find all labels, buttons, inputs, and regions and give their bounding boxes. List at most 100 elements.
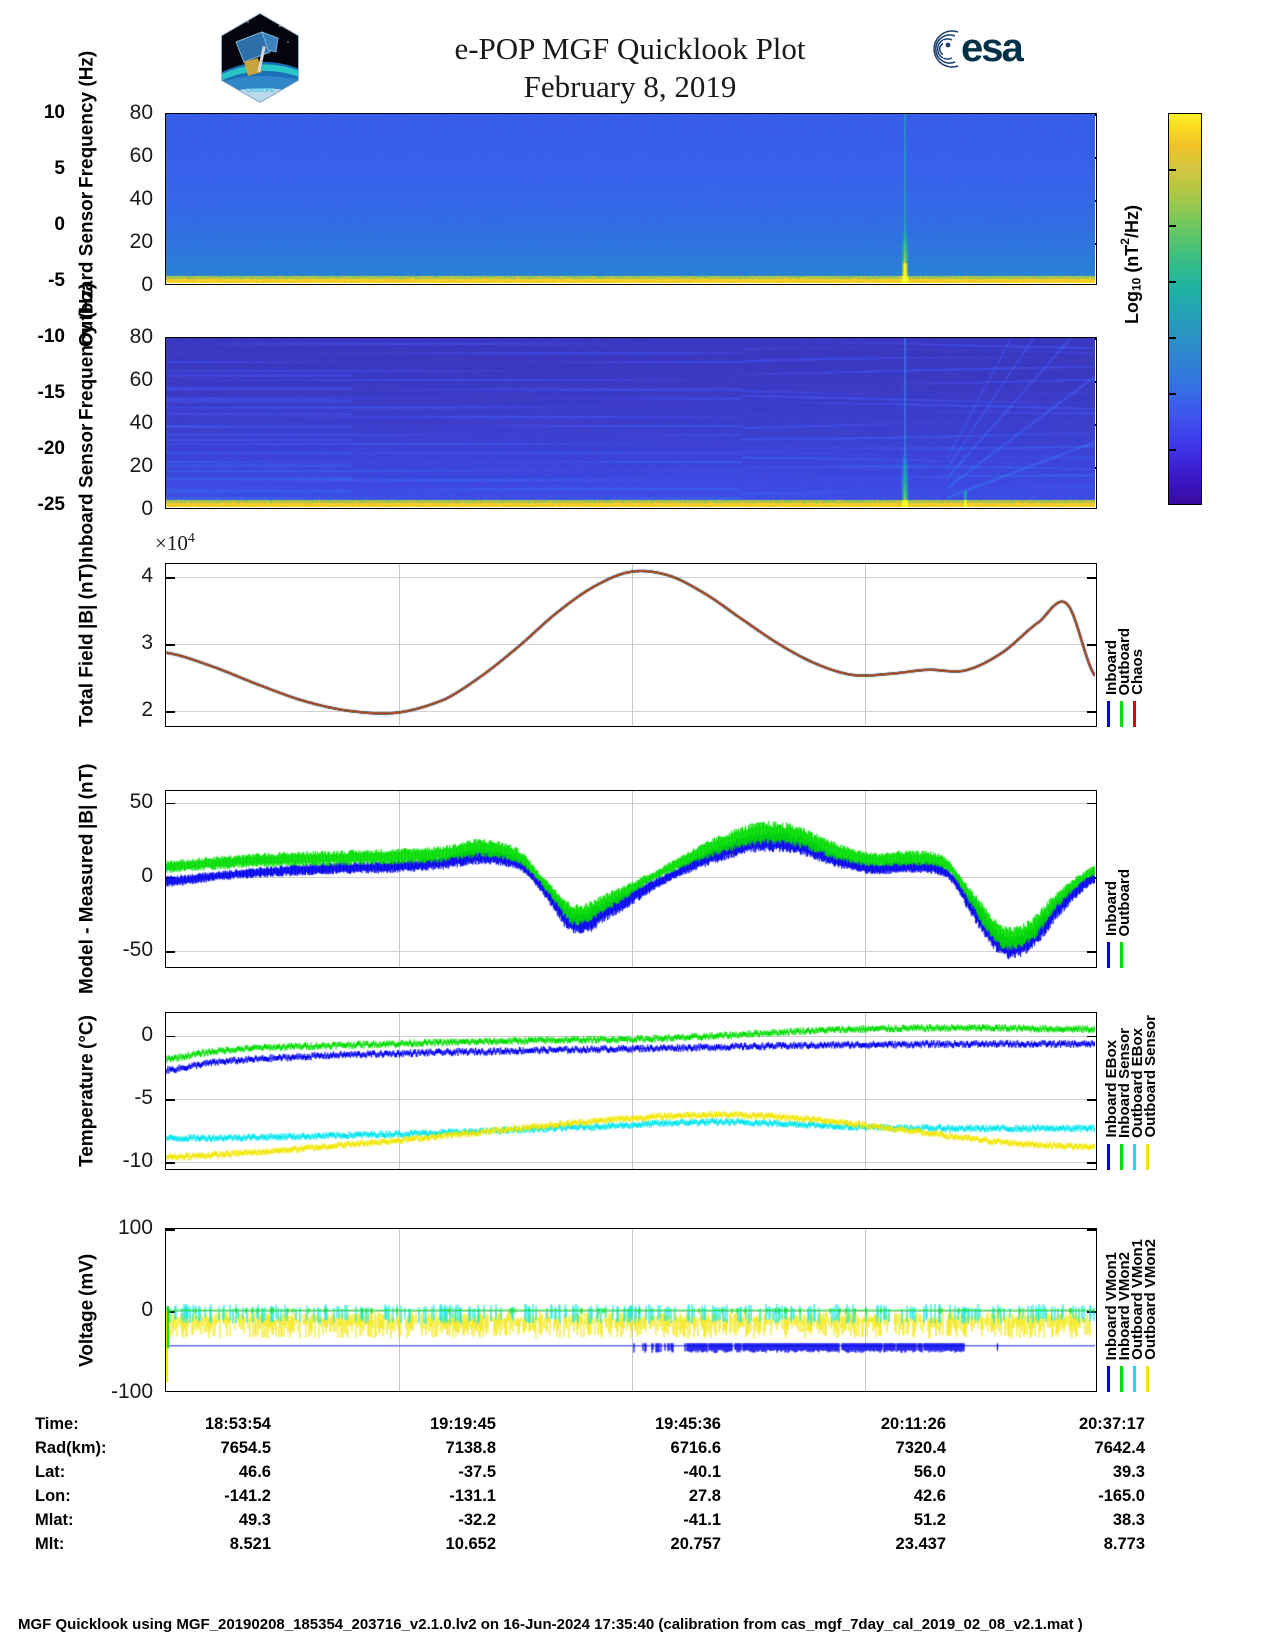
ephemeris-cell: -41.1	[683, 1510, 721, 1529]
colorbar-tickmark	[1168, 169, 1176, 171]
colorbar-tickmark	[1168, 281, 1176, 283]
legend-swatch-outboard-vmon2	[1146, 1366, 1149, 1392]
legend-temperature: Inboard EBox Inboard Sensor Outboard EBox O…	[1103, 1012, 1181, 1170]
ephemeris-cell: 7320.4	[895, 1438, 946, 1457]
colorbar-tick--15: -15	[37, 382, 65, 403]
ephemeris-cell: 20.757	[670, 1534, 721, 1553]
axes-model-minus-measured	[165, 790, 1097, 968]
ephemeris-cell: 51.2	[913, 1510, 946, 1529]
ylabel-line1: Inboard Sensor	[76, 423, 98, 564]
ephemeris-cell: 42.6	[913, 1486, 946, 1505]
ephemeris-cell: 56.0	[913, 1462, 946, 1481]
ytick-inboard-spectrogram-60: 60	[129, 368, 153, 391]
ephemeris-table-grid: Time: 18:53:54 19:19:45 19:45:36 20:11:26 20:…	[35, 1412, 1145, 1556]
legend-swatch-inboard-ebox	[1107, 1144, 1110, 1170]
ephemeris-row-label: Lat:	[35, 1462, 66, 1481]
ylabel-line2: (mV)	[76, 1253, 98, 1296]
ephemeris-cell: -141.2	[224, 1486, 271, 1505]
esa-wordmark: esa	[961, 26, 1024, 70]
legend-swatch-chaos	[1133, 701, 1136, 727]
ephemeris-cell: 7642.4	[1094, 1438, 1145, 1457]
ephemeris-cell: 7138.8	[445, 1438, 496, 1457]
ephemeris-cell: -32.2	[458, 1510, 496, 1529]
axes-temperature	[165, 1012, 1097, 1170]
ephemeris-row-label: Rad(km):	[35, 1438, 107, 1457]
legend-swatch-inboard-sensor	[1120, 1144, 1123, 1170]
ephemeris-cell: 10.652	[445, 1534, 496, 1553]
plot-canvas-inboard-spectrogram	[166, 338, 1095, 507]
legend-label-outboard: Outboard	[1116, 868, 1133, 937]
ephemeris-cell: -40.1	[683, 1462, 721, 1481]
axes-total-field	[165, 563, 1097, 727]
colorbar-tick--10: -10	[37, 326, 65, 347]
ephemeris-cell: 6716.6	[670, 1438, 721, 1457]
esa-agency-logo: esa	[925, 26, 1043, 70]
plot-canvas-total-field	[166, 564, 1095, 725]
ytick-total-field-2: 2	[141, 698, 153, 722]
ephemeris-cell: 39.3	[1112, 1462, 1145, 1481]
footer-provenance-text: MGF Quicklook using MGF_20190208_185354_…	[18, 1616, 1083, 1633]
ephemeris-cell: 19:45:36	[654, 1414, 721, 1433]
ephemeris-row-label: Mlt:	[35, 1534, 65, 1553]
colorbar-tickmark	[1168, 393, 1176, 395]
ytick-temperature--5: -5	[134, 1085, 153, 1109]
colorbar-tick--5: -5	[48, 270, 65, 291]
ephemeris-cell: 18:53:54	[204, 1414, 271, 1433]
plot-canvas-outboard-spectrogram	[166, 114, 1095, 283]
colorbar-tick--25: -25	[37, 494, 65, 515]
legend-swatch-outboard-ebox	[1133, 1144, 1136, 1170]
ephemeris-row-radkm: Rad(km): 7654.5 7138.8 6716.6 7320.4 7642.4	[35, 1436, 1145, 1460]
colorbar-tick-0: 0	[54, 214, 65, 235]
legend-total-field: Inboard Outboard Chaos	[1103, 563, 1181, 727]
legend-swatch-inboard-vmon1	[1107, 1366, 1110, 1392]
ephemeris-row-mlat: Mlat: 49.3 -32.2 -41.1 51.2 38.3	[35, 1508, 1145, 1532]
plot-canvas-temperature	[166, 1013, 1095, 1168]
ephemeris-cell: 19:19:45	[429, 1414, 496, 1433]
colorbar	[1168, 113, 1202, 505]
colorbar-tick--20: -20	[37, 438, 65, 459]
plot-canvas-model-minus-measured	[166, 791, 1095, 966]
ephemeris-row-lat: Lat: 46.6 -37.5 -40.1 56.0 39.3	[35, 1460, 1145, 1484]
ytick-voltage-0: 0	[141, 1298, 153, 1321]
colorbar-tick-5: 5	[54, 158, 65, 179]
plot-canvas-voltage	[166, 1229, 1095, 1390]
ephemeris-row-label: Mlat:	[35, 1510, 74, 1529]
legend-swatch-inboard	[1107, 942, 1110, 968]
ytick-total-field-4: 4	[141, 564, 153, 588]
axes-outboard-spectrogram	[165, 113, 1097, 285]
ephemeris-cell: -131.1	[449, 1486, 496, 1505]
ephemeris-row-time: Time: 18:53:54 19:19:45 19:45:36 20:11:26 20:…	[35, 1412, 1145, 1436]
ytick-inboard-spectrogram-80: 80	[129, 325, 153, 348]
legend-swatch-inboard	[1107, 701, 1110, 727]
ytick-outboard-spectrogram-0: 0	[141, 273, 153, 296]
yaxis-exponent-label: ×104	[155, 531, 195, 556]
ytick-total-field-3: 3	[141, 631, 153, 655]
legend-swatch-outboard-vmon1	[1133, 1366, 1136, 1392]
ephemeris-cell: 27.8	[688, 1486, 721, 1505]
legend-swatch-outboard-sensor	[1146, 1144, 1149, 1170]
ytick-model-minus-measured--50: -50	[122, 938, 153, 962]
ephemeris-table: Time: 18:53:54 19:19:45 19:45:36 20:11:26 20:…	[35, 1412, 1145, 1556]
colorbar-tick-10: 10	[43, 102, 65, 123]
esa-swirl-icon	[933, 30, 959, 68]
legend-label-outboard-sensor: Outboard Sensor	[1142, 1015, 1159, 1138]
ephemeris-row-lon: Lon: -141.2 -131.1 27.8 42.6 -165.0	[35, 1484, 1145, 1508]
title-line-2: February 8, 2019	[523, 68, 737, 104]
legend-swatch-outboard	[1120, 701, 1123, 727]
ephemeris-row-label: Lon:	[35, 1486, 71, 1505]
ytick-voltage-100: 100	[117, 1216, 153, 1239]
axes-inboard-spectrogram	[165, 337, 1097, 509]
exponent-mantissa: ×10	[155, 531, 188, 555]
ytick-inboard-spectrogram-20: 20	[129, 454, 153, 477]
legend-label-outboard-vmon2: Outboard VMon2	[1142, 1239, 1159, 1360]
ephemeris-row-label: Time:	[35, 1414, 79, 1433]
svg-text:CASSIOPE: CASSIOPE	[246, 88, 275, 94]
ephemeris-cell: 20:11:26	[880, 1414, 946, 1433]
ephemeris-cell: -37.5	[458, 1462, 496, 1481]
ephemeris-cell: 49.3	[238, 1510, 271, 1529]
ytick-model-minus-measured-50: 50	[129, 789, 153, 813]
ytick-inboard-spectrogram-40: 40	[129, 411, 153, 434]
ytick-temperature--10: -10	[122, 1149, 153, 1173]
axes-voltage	[165, 1228, 1097, 1392]
legend-label-chaos: Chaos	[1129, 649, 1146, 695]
